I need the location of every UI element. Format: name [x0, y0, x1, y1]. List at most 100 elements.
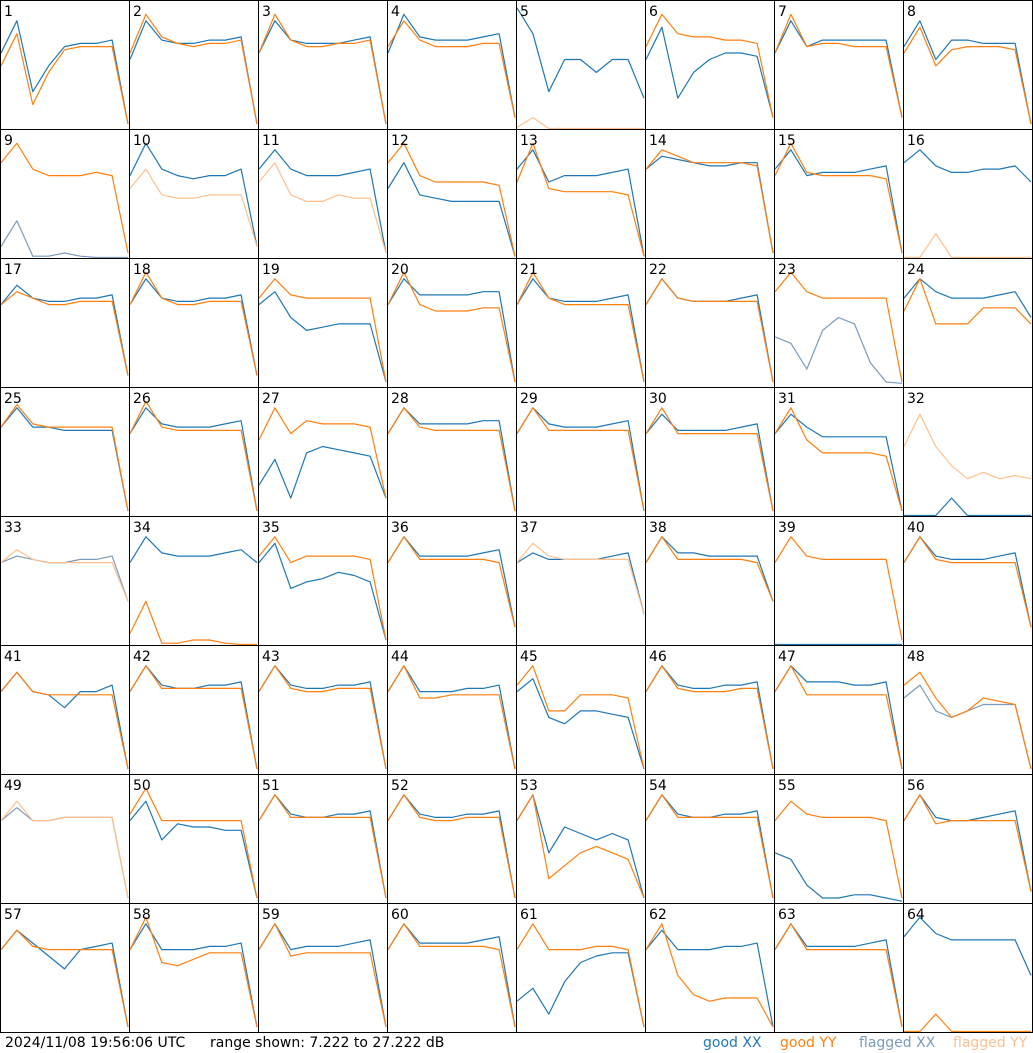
spectrum-trace: [903, 794, 1032, 892]
spectrum-trace: [0, 291, 129, 376]
spectrum-trace: [258, 665, 387, 770]
spectrum-trace: [516, 923, 645, 1028]
spectrum-trace: [387, 407, 516, 512]
spectrum-trace: [0, 807, 129, 899]
panel-label: 48: [907, 649, 925, 665]
panel-label: 39: [778, 520, 796, 536]
spectrum-trace: [774, 852, 903, 902]
panel-label: 55: [778, 778, 796, 794]
spectrum-trace: [903, 278, 1032, 318]
spectrum-trace: [903, 671, 1032, 770]
spectrum-trace: [516, 116, 644, 130]
spectrum-trace: [0, 800, 129, 899]
panel-label: 6: [649, 4, 658, 20]
panel-label: 13: [520, 133, 538, 149]
spectrum-trace: [774, 923, 903, 1028]
panel-label: 5: [520, 4, 529, 20]
panel-label: 20: [391, 262, 409, 278]
panel-label: 18: [133, 262, 151, 278]
spectrum-trace: [129, 916, 258, 1028]
spectrum-trace: [645, 413, 774, 512]
spectrum-trace: [258, 291, 387, 383]
spectrum-trace: [516, 678, 645, 770]
spectrum-trace: [774, 800, 903, 899]
spectrum-trace: [387, 278, 516, 383]
spectrum-trace: [645, 13, 774, 118]
panel-label: 62: [649, 907, 667, 923]
spectrum-trace: [903, 916, 1032, 976]
spectrum-trace: [0, 671, 129, 770]
spectrum-trace: [387, 271, 516, 383]
panel-label: 54: [649, 778, 667, 794]
panel-label: 32: [907, 391, 925, 407]
spectrum-trace: [0, 220, 128, 259]
panel-label: 2: [133, 4, 142, 20]
panel-label: 40: [907, 520, 925, 536]
spectrum-trace: [774, 665, 903, 770]
spectrum-trace: [129, 271, 258, 376]
legend-entry: good YY: [780, 1035, 837, 1051]
spectrum-trace: [387, 794, 516, 899]
spectrum-trace: [516, 149, 645, 257]
spectrum-trace: [516, 665, 645, 770]
panel-label: 25: [4, 391, 22, 407]
panel-label: 43: [262, 649, 280, 665]
spectrum-trace: [516, 794, 645, 899]
spectrum-trace: [0, 407, 129, 512]
panel-label: 11: [262, 133, 280, 149]
panel-label: 3: [262, 4, 271, 20]
spectrum-trace: [774, 13, 903, 118]
panel-label: 49: [4, 778, 22, 794]
spectrum-trace: [516, 542, 645, 615]
panel-label: 12: [391, 133, 409, 149]
panel-label: 50: [133, 778, 151, 794]
spectrum-trace: [903, 149, 1032, 183]
spectrum-trace: [387, 923, 516, 1028]
spectrum-trace: [903, 278, 1032, 325]
panel-label: 42: [133, 649, 151, 665]
panel-label: 29: [520, 391, 538, 407]
panel-label: 24: [907, 262, 925, 278]
spectrum-trace: [387, 665, 516, 770]
spectrum-trace: [0, 142, 129, 254]
spectrum-trace: [387, 665, 516, 770]
spectrum-trace: [129, 142, 258, 247]
panel-label: 7: [778, 4, 787, 20]
panel-label: 45: [520, 649, 538, 665]
spectrum-trace: [258, 923, 387, 1028]
panel-label: 28: [391, 391, 409, 407]
spectrum-trace: [904, 497, 1031, 517]
spectrum-trace: [0, 33, 129, 125]
spectrum-trace: [516, 278, 645, 383]
spectrum-trace: [258, 149, 387, 254]
spectrum-trace: [774, 665, 903, 770]
spectrum-trace: [129, 20, 258, 125]
spectrum-trace: [387, 407, 516, 512]
timestamp: 2024/11/08 19:56:06 UTC: [5, 1035, 185, 1051]
panel-label: 59: [262, 907, 280, 923]
spectrum-trace: [258, 542, 387, 641]
spectrum-trace: [516, 7, 645, 99]
panel-label: 21: [520, 262, 538, 278]
spectrum-trace: [645, 149, 774, 254]
spectrum-trace: [516, 142, 645, 257]
spectrum-trace: [258, 20, 387, 125]
panel-label: 34: [133, 520, 151, 536]
spectrum-trace: [0, 929, 129, 1028]
panel-label: 60: [391, 907, 409, 923]
panel-label: 31: [778, 391, 796, 407]
legend-entry: flagged XX: [859, 1035, 936, 1051]
spectrum-trace: [516, 407, 645, 512]
spectrum-trace: [903, 26, 1032, 125]
spectrum-trace: [774, 142, 903, 254]
spectrum-trace: [774, 149, 903, 254]
panel-frame: [387, 0, 517, 130]
spectrum-trace: [645, 278, 774, 383]
panel-frame: [645, 0, 775, 130]
spectrum-trace: [903, 20, 1032, 125]
panel-label: 17: [4, 262, 22, 278]
spectrum-trace: [0, 549, 129, 602]
panel-label: 58: [133, 907, 151, 923]
